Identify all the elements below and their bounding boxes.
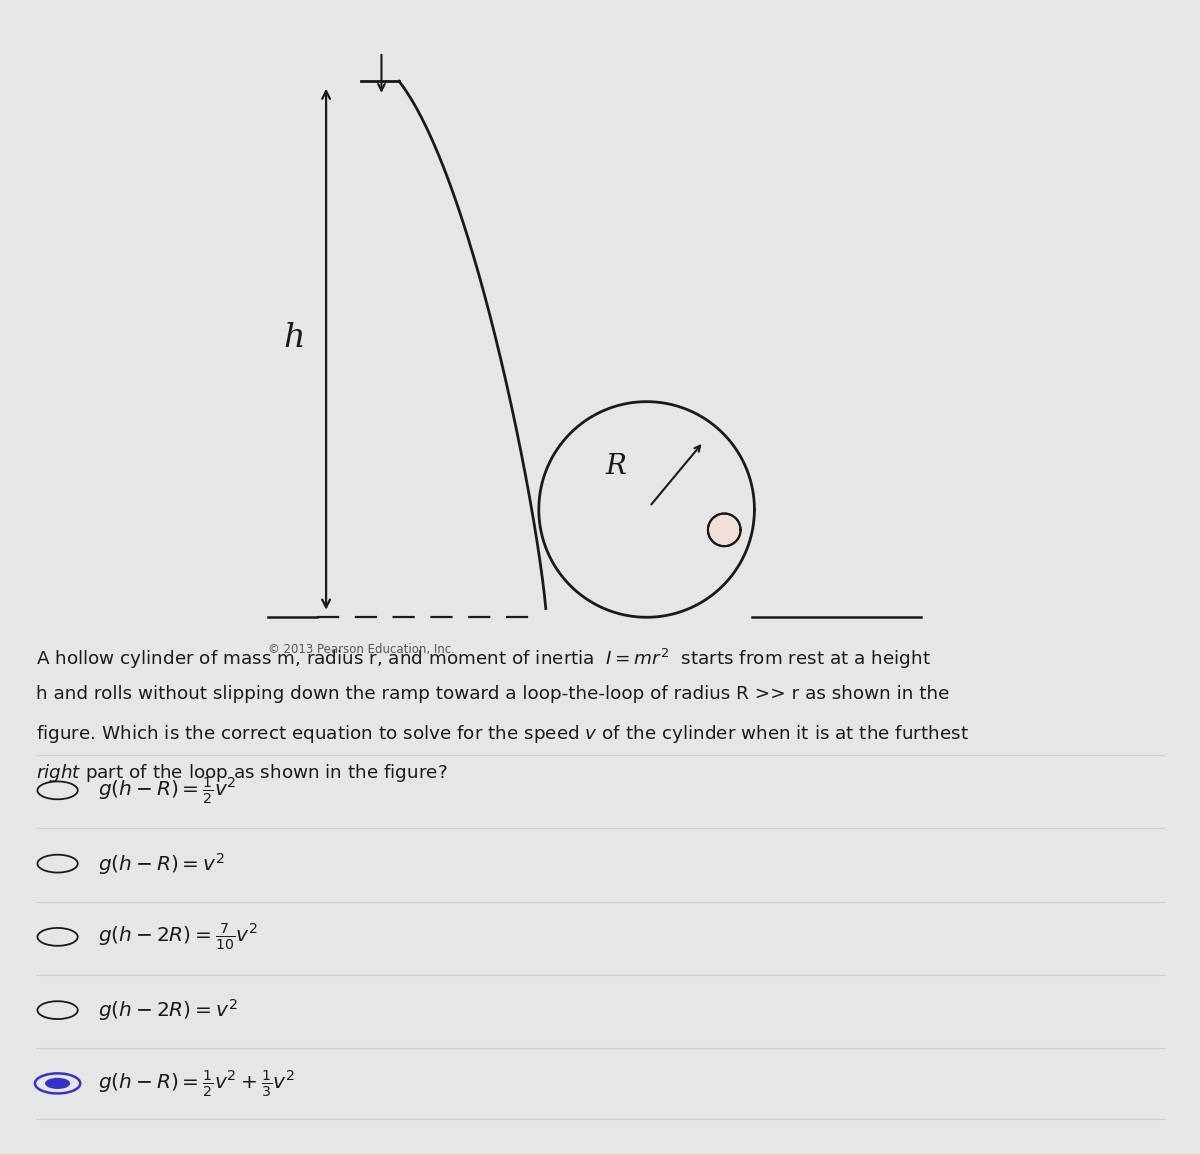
Text: $\mathit{right}$ part of the loop as shown in the figure?: $\mathit{right}$ part of the loop as sho…	[36, 762, 448, 784]
Polygon shape	[708, 514, 740, 546]
Text: figure. Which is the correct equation to solve for the speed $v$ of the cylinder: figure. Which is the correct equation to…	[36, 724, 968, 745]
Text: h: h	[283, 322, 305, 353]
Text: R: R	[606, 454, 626, 480]
Text: A hollow cylinder of mass m, radius r, and moment of inertia  $I = mr^2$  starts: A hollow cylinder of mass m, radius r, a…	[36, 647, 931, 672]
Circle shape	[46, 1078, 70, 1089]
Text: $g(h - R) = \frac{1}{2}v^2$: $g(h - R) = \frac{1}{2}v^2$	[98, 775, 236, 805]
Text: $g(h - R) = v^2$: $g(h - R) = v^2$	[98, 850, 226, 877]
Text: $g(h - 2R) = v^2$: $g(h - 2R) = v^2$	[98, 997, 238, 1024]
Text: $g(h - 2R) = \frac{7}{10}v^2$: $g(h - 2R) = \frac{7}{10}v^2$	[98, 922, 258, 952]
Text: h and rolls without slipping down the ramp toward a loop-the-loop of radius R >>: h and rolls without slipping down the ra…	[36, 685, 949, 703]
Text: $g(h - R) = \frac{1}{2}v^2 + \frac{1}{3}v^2$: $g(h - R) = \frac{1}{2}v^2 + \frac{1}{3}…	[98, 1069, 295, 1099]
Text: © 2013 Pearson Education, Inc.: © 2013 Pearson Education, Inc.	[268, 644, 455, 657]
